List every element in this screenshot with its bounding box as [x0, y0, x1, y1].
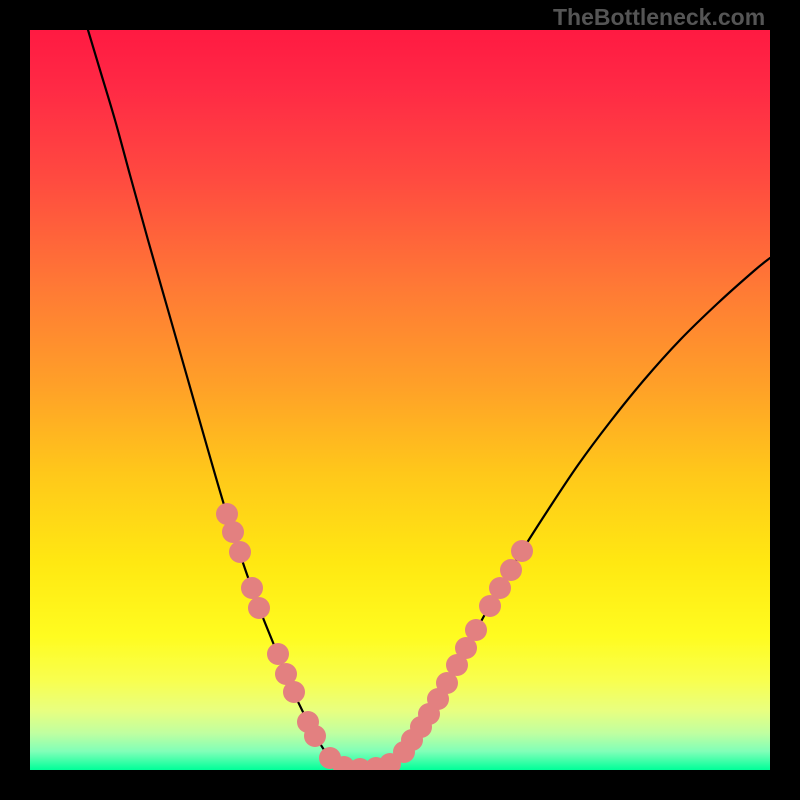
marker-dot	[465, 619, 487, 641]
marker-dot	[511, 540, 533, 562]
marker-dot	[229, 541, 251, 563]
marker-dot	[500, 559, 522, 581]
marker-dot	[222, 521, 244, 543]
watermark-text: TheBottleneck.com	[553, 4, 765, 31]
plot-background	[30, 30, 770, 770]
marker-dot	[267, 643, 289, 665]
marker-dot	[304, 725, 326, 747]
marker-dot	[248, 597, 270, 619]
chart-root: TheBottleneck.com	[0, 0, 800, 800]
marker-dot	[283, 681, 305, 703]
chart-svg	[0, 0, 800, 800]
marker-dot	[241, 577, 263, 599]
